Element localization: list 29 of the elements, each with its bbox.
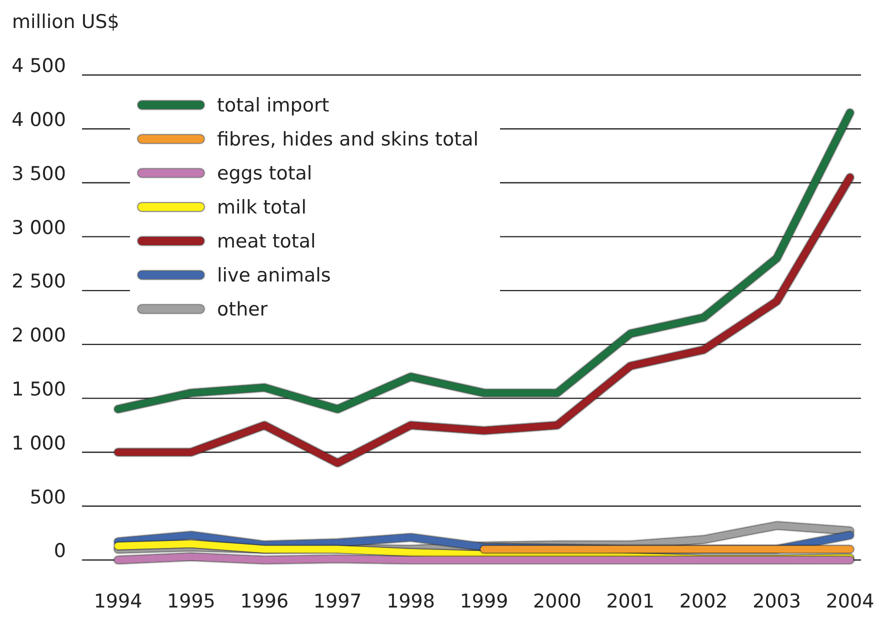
x-tick-label: 1998: [386, 590, 435, 612]
y-axis-title: million US$: [12, 11, 120, 33]
y-tick-label: 1 500: [12, 378, 66, 400]
y-tick-label: 1 000: [12, 432, 66, 454]
y-tick-label: 4 000: [12, 109, 66, 132]
y-tick-label: 4 500: [12, 55, 66, 78]
y-tick-label: 500: [30, 486, 66, 508]
x-tick-label: 2004: [826, 590, 874, 612]
legend-label: other: [217, 298, 268, 321]
y-tick-label: 3 000: [12, 216, 66, 239]
x-tick-label: 2001: [606, 590, 655, 612]
y-tick-label: 0: [54, 540, 66, 562]
y-tick-label: 2 000: [12, 324, 66, 347]
legend-label: eggs total: [217, 162, 312, 185]
legend-label: fibres, hides and skins total: [217, 128, 478, 151]
x-tick-label: 2003: [752, 590, 801, 612]
x-tick-label: 1994: [94, 590, 142, 612]
legend-label: milk total: [217, 196, 307, 219]
legend-label: total import: [217, 94, 330, 117]
x-tick-label: 1997: [313, 590, 362, 612]
legend-label: live animals: [217, 264, 331, 287]
x-tick-label: 2000: [533, 590, 582, 612]
x-tick-label: 1995: [167, 590, 216, 612]
x-tick-label: 1999: [460, 590, 508, 612]
x-tick-label: 2002: [679, 590, 728, 612]
y-tick-label: 3 500: [12, 162, 66, 185]
y-tick-label: 2 500: [12, 270, 66, 293]
legend-label: meat total: [217, 230, 316, 253]
x-tick-label: 1996: [240, 590, 289, 612]
